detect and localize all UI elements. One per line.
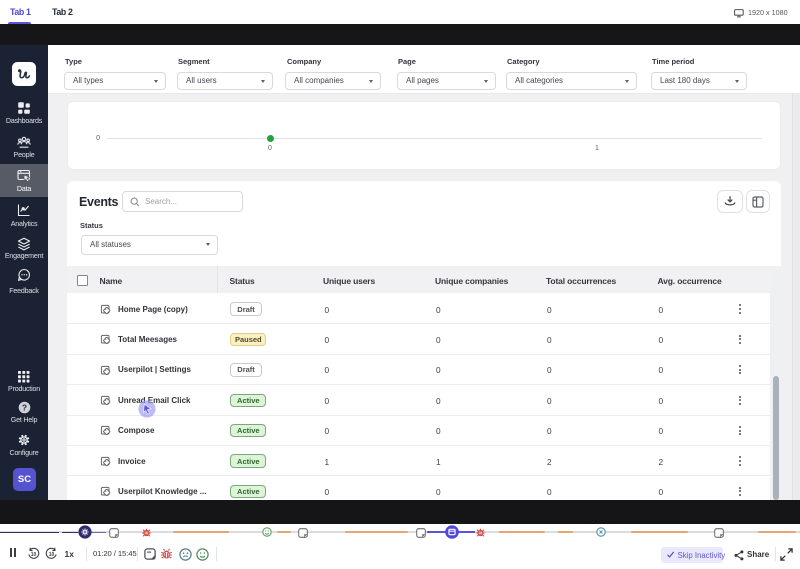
svg-text:?: ? [22,402,27,412]
svg-text:10: 10 [48,551,54,557]
svg-text:10: 10 [30,551,36,557]
